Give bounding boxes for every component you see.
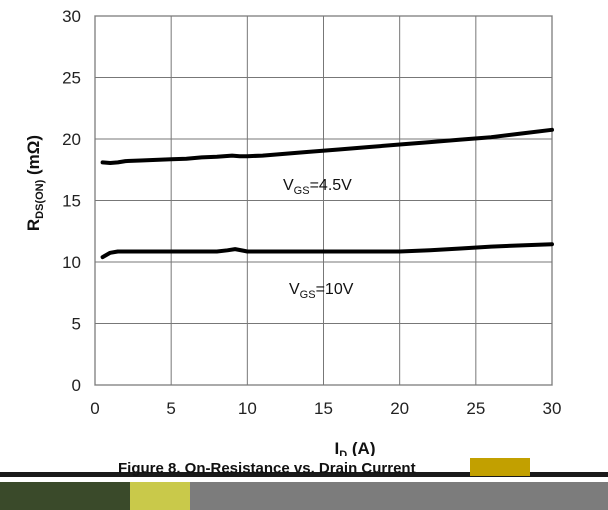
- x-tick-label: 25: [466, 399, 485, 418]
- y-tick-label: 25: [62, 69, 81, 88]
- x-tick-label: 0: [90, 399, 99, 418]
- x-tick-label: 10: [238, 399, 257, 418]
- series-line-vgs-4-5v: [100, 127, 554, 165]
- series-annotation-vgs-4-5v: VGS=4.5V: [283, 177, 352, 197]
- y-tick-label: 5: [72, 315, 81, 334]
- series-line-vgs-10v: [100, 242, 554, 260]
- x-tick-label: 20: [390, 399, 409, 418]
- y-tick-label: 10: [62, 253, 81, 272]
- x-tick-labels: 0 5 10 15 20 25 30: [90, 399, 561, 418]
- y-tick-label: 30: [62, 7, 81, 26]
- x-tick-label: 5: [166, 399, 175, 418]
- grid: [94, 15, 553, 386]
- series-annotation-vgs-10v: VGS=10V: [289, 281, 354, 301]
- y-tick-label: 15: [62, 192, 81, 211]
- series-layer: [100, 127, 554, 260]
- x-tick-label: 15: [314, 399, 333, 418]
- y-tick-label: 20: [62, 130, 81, 149]
- y-axis-label: RDS(ON) (mΩ): [24, 135, 46, 231]
- y-tick-labels: 0 5 10 15 20 25 30: [62, 7, 81, 395]
- figure-caption-band: Figure 8. On-Resistance vs. Drain Curren…: [0, 456, 608, 510]
- x-tick-label: 30: [543, 399, 562, 418]
- x-axis-label: ID (A): [334, 439, 375, 456]
- chart: 0 5 10 15 20 25 30 0 5 10 15 20 25 30 RDS(ON) (mΩ) I…: [24, 7, 561, 456]
- figure-caption: Figure 8. On-Resistance vs. Drain Curren…: [118, 460, 416, 477]
- y-tick-label: 0: [72, 376, 81, 395]
